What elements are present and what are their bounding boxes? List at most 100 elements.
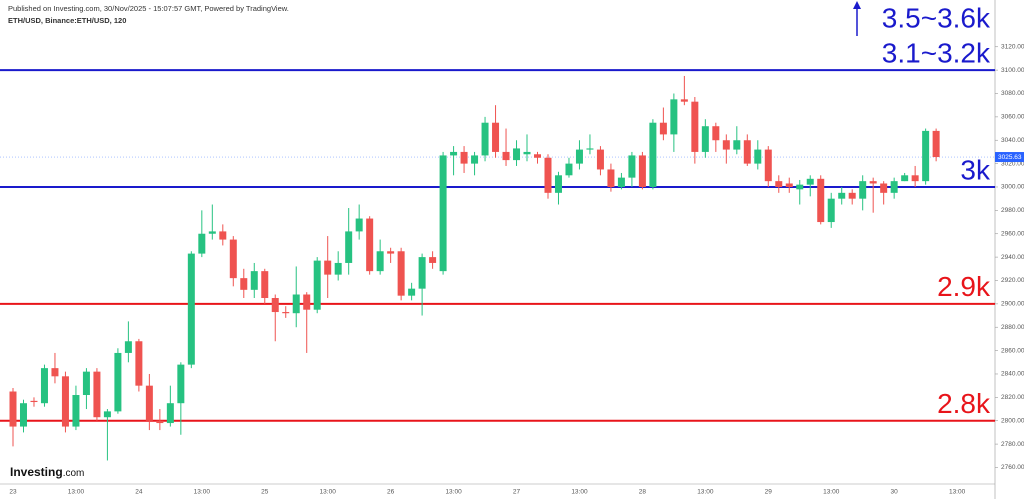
last-price-label: 3025.63 xyxy=(998,154,1022,161)
x-tick-label: 13:00 xyxy=(949,489,966,496)
y-tick-label: 2840.00 xyxy=(1001,371,1024,378)
candle-body xyxy=(313,260,321,310)
y-tick-label: 3040.00 xyxy=(1001,137,1024,144)
candle-body xyxy=(659,122,667,135)
y-tick-label: 2960.00 xyxy=(1001,230,1024,237)
candle-body xyxy=(103,411,111,418)
x-tick-label: 13:00 xyxy=(823,489,840,496)
x-tick-label: 13:00 xyxy=(445,489,462,496)
candle-body xyxy=(932,130,940,158)
logo-suffix: .com xyxy=(63,468,85,479)
candle-body xyxy=(135,341,143,386)
candle-body xyxy=(911,175,919,182)
x-tick-label: 13:00 xyxy=(68,489,85,496)
candle-body xyxy=(124,341,132,353)
candle-body xyxy=(9,391,17,427)
candle-body xyxy=(691,101,699,152)
candle-body xyxy=(722,140,730,150)
candle-body xyxy=(376,251,384,272)
candle-body xyxy=(355,218,363,232)
candle-body xyxy=(292,294,300,314)
logo: Investing.com xyxy=(10,465,84,479)
y-tick-label: 3000.00 xyxy=(1001,184,1024,191)
level-label: 2.9k xyxy=(937,271,991,302)
y-tick-label: 2880.00 xyxy=(1001,324,1024,331)
x-tick-label: 13:00 xyxy=(320,489,337,496)
candle-body xyxy=(880,183,888,193)
y-tick-label: 3100.00 xyxy=(1001,67,1024,74)
candle-body xyxy=(544,157,552,193)
candle-body xyxy=(502,151,510,161)
y-tick-label: 2800.00 xyxy=(1001,417,1024,424)
candle-body xyxy=(72,395,80,427)
candle-body xyxy=(796,184,804,190)
y-tick-label: 2980.00 xyxy=(1001,207,1024,214)
candle-body xyxy=(51,368,59,377)
candle-body xyxy=(670,99,678,135)
candle-body xyxy=(166,403,174,424)
candle-body xyxy=(848,192,856,199)
candle-body xyxy=(638,155,646,187)
y-tick-label: 2940.00 xyxy=(1001,254,1024,261)
y-tick-label: 3020.00 xyxy=(1001,160,1024,167)
y-tick-label: 3080.00 xyxy=(1001,90,1024,97)
x-tick-label: 26 xyxy=(387,489,395,496)
x-tick-label: 24 xyxy=(135,489,143,496)
candle-body xyxy=(513,148,521,161)
candle-body xyxy=(219,231,227,240)
target-label: 3.5~3.6k xyxy=(882,2,991,33)
candle-body xyxy=(680,99,688,102)
candle-body xyxy=(418,257,426,289)
published-note: Published on Investing.com, 30/Nov/2025 … xyxy=(8,4,289,13)
candle-body xyxy=(869,181,877,184)
last-price-tag xyxy=(995,152,1024,163)
x-tick-label: 23 xyxy=(9,489,17,496)
candle-body xyxy=(114,352,122,412)
candle-body xyxy=(156,420,164,424)
y-tick-label: 2920.00 xyxy=(1001,277,1024,284)
candle-body xyxy=(408,288,416,296)
y-tick-label: 2780.00 xyxy=(1001,441,1024,448)
candle-body xyxy=(827,198,835,223)
candle-body xyxy=(575,149,583,164)
candle-body xyxy=(387,251,395,254)
candle-body xyxy=(208,231,216,234)
level-label: 3k xyxy=(960,154,991,185)
y-tick-label: 2860.00 xyxy=(1001,347,1024,354)
logo-brand: Investing xyxy=(10,465,63,479)
candle-body xyxy=(324,260,332,275)
candle-body xyxy=(481,122,489,156)
candle-body xyxy=(61,376,69,427)
candle-body xyxy=(397,251,405,296)
candle-body xyxy=(145,385,153,421)
candle-body xyxy=(429,257,437,263)
y-tick-label: 2900.00 xyxy=(1001,301,1024,308)
candle-body xyxy=(806,178,814,185)
x-tick-label: 27 xyxy=(513,489,521,496)
candle-body xyxy=(198,233,206,254)
y-tick-label: 3060.00 xyxy=(1001,114,1024,121)
candle-body xyxy=(303,294,311,310)
candle-body xyxy=(754,149,762,164)
x-tick-label: 25 xyxy=(261,489,269,496)
candle-body xyxy=(366,218,374,272)
candle-body xyxy=(733,140,741,150)
candle-body xyxy=(565,163,573,176)
candle-body xyxy=(229,239,237,279)
candle-body xyxy=(712,126,720,141)
candle-body xyxy=(785,183,793,187)
candle-body xyxy=(817,178,825,223)
candle-body xyxy=(890,181,898,193)
x-tick-label: 13:00 xyxy=(697,489,714,496)
x-tick-label: 28 xyxy=(639,489,647,496)
candle-body xyxy=(177,364,185,404)
candle-body xyxy=(523,151,531,155)
y-tick-label: 2760.00 xyxy=(1001,464,1024,471)
candle-body xyxy=(838,192,846,199)
candle-body xyxy=(187,253,195,365)
candle-body xyxy=(460,151,468,164)
candle-body xyxy=(261,271,269,299)
candle-body xyxy=(450,151,458,156)
candle-body xyxy=(19,403,27,427)
